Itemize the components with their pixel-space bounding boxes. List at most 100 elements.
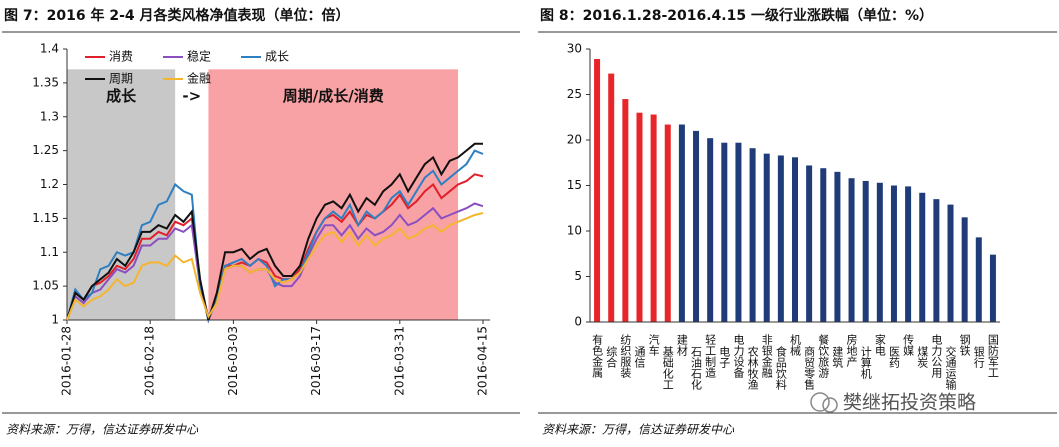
x-tick-label: 综合 [605, 345, 618, 368]
bar [707, 138, 714, 322]
y-tick-label: 1 [51, 313, 59, 327]
y-tick-label: 1.05 [32, 279, 59, 293]
x-tick-label: 机械 [789, 333, 802, 357]
x-tick-label: 有色金属 [591, 333, 604, 379]
series-line [66, 173, 484, 324]
bar [721, 142, 728, 322]
x-tick-label: 房地产 [845, 334, 858, 368]
bar [961, 217, 968, 322]
x-tick-label: 国防军工 [986, 334, 999, 378]
y-tick-label: 20 [567, 133, 582, 147]
y-tick-label: 1.2 [40, 177, 59, 191]
x-tick-label: 2016-02-18 [143, 326, 157, 396]
y-tick-label: 1.4 [40, 42, 59, 56]
series-line [66, 142, 483, 321]
bar [763, 153, 770, 322]
bar [848, 178, 855, 322]
legend-label: 消费 [109, 50, 133, 64]
legend-label: 金融 [187, 71, 211, 86]
shaded-region [208, 69, 459, 320]
bar [834, 171, 841, 322]
legend-label: 成长 [265, 50, 289, 64]
x-tick-label: 商贸零售 [803, 345, 816, 391]
source-note: 资料来源：万得，信达证券研发中心 [542, 423, 735, 437]
x-tick-label: 农林牧渔 [746, 345, 759, 391]
source-note: 资料来源：万得，信达证券研发中心 [6, 423, 199, 437]
bar [947, 204, 954, 322]
x-tick-label: 家电 [873, 333, 886, 356]
x-tick-label: 基础化工 [661, 346, 674, 390]
bar [594, 59, 601, 322]
legend-label: 稳定 [187, 49, 211, 64]
region-label: 周期/成长/消费 [283, 87, 384, 105]
x-tick-label: 汽车 [647, 333, 660, 357]
y-tick-label: 15 [567, 178, 582, 192]
bar [975, 237, 982, 322]
x-tick-label: 钢铁 [958, 334, 971, 356]
y-tick-label: 30 [567, 42, 582, 56]
bar [749, 148, 756, 322]
chart-title: 图 8：2016.1.28-2016.4.15 一级行业涨跌幅（单位：%） [540, 7, 933, 24]
bar [989, 254, 996, 322]
y-tick-label: 10 [567, 224, 582, 238]
legend-label: 周期 [109, 72, 133, 86]
x-tick-label: 医药 [887, 346, 900, 369]
x-tick-label: 纺织服装 [619, 333, 632, 379]
x-tick-label: 银行 [972, 345, 985, 369]
bar [664, 124, 671, 322]
bar [905, 186, 912, 322]
x-tick-label: 交通运输 [944, 345, 957, 391]
x-tick-label: 食品饮料 [774, 345, 787, 391]
bar [862, 180, 869, 322]
bar [777, 155, 784, 322]
bar [876, 182, 883, 322]
x-tick-label: 建材 [675, 333, 688, 356]
series-line [66, 202, 484, 321]
y-tick-label: 1.15 [32, 211, 59, 225]
x-tick-label: 电子 [718, 346, 731, 368]
y-tick-label: 1.35 [32, 75, 59, 89]
bar [678, 124, 685, 322]
bar [650, 114, 657, 323]
x-tick-label: 电力公用 [930, 334, 943, 379]
x-tick-label: 轻工制造 [704, 333, 717, 378]
x-tick-label: 通信 [633, 346, 646, 369]
bar [806, 165, 813, 322]
watermark: 樊继拓投资策略 [843, 392, 976, 414]
bar [735, 142, 742, 322]
x-tick-label: 餐饮旅游 [817, 333, 830, 378]
x-tick-label: 2016-01-28 [60, 326, 74, 396]
x-tick-label: 煤炭 [916, 346, 929, 369]
shaded-region [67, 69, 176, 320]
bar [890, 185, 897, 322]
x-tick-label: 2016-03-17 [309, 326, 323, 396]
bar [636, 112, 643, 322]
y-tick-label: 1.1 [40, 245, 59, 259]
bar [933, 199, 940, 322]
y-tick-label: 0 [574, 315, 582, 329]
bar [919, 192, 926, 322]
x-tick-label: 2016-04-15 [476, 326, 490, 396]
series-line [66, 212, 484, 321]
region-label: 成长 [106, 87, 137, 105]
bar [608, 73, 615, 322]
x-tick-label: 石油石化 [690, 346, 703, 391]
x-tick-label: 2016-03-03 [226, 326, 240, 396]
chart-title: 图 7：2016 年 2-4 月各类风格净值表现（单位：倍） [4, 7, 350, 24]
y-tick-label: 5 [574, 269, 582, 283]
x-tick-label: 2016-03-31 [392, 326, 406, 396]
arrow-annotation: -> [182, 87, 201, 105]
bar [820, 168, 827, 322]
y-tick-label: 1.3 [40, 109, 59, 123]
x-tick-label: 非银金融 [760, 334, 773, 379]
y-tick-label: 1.25 [32, 143, 59, 157]
x-tick-label: 电力设备 [732, 334, 745, 379]
bar [792, 157, 798, 322]
y-tick-label: 25 [567, 87, 582, 101]
x-tick-label: 计算机 [859, 346, 872, 379]
bar [693, 130, 700, 322]
watermark-icon [810, 392, 838, 413]
x-tick-label: 建筑 [831, 345, 844, 368]
bar [622, 99, 629, 322]
